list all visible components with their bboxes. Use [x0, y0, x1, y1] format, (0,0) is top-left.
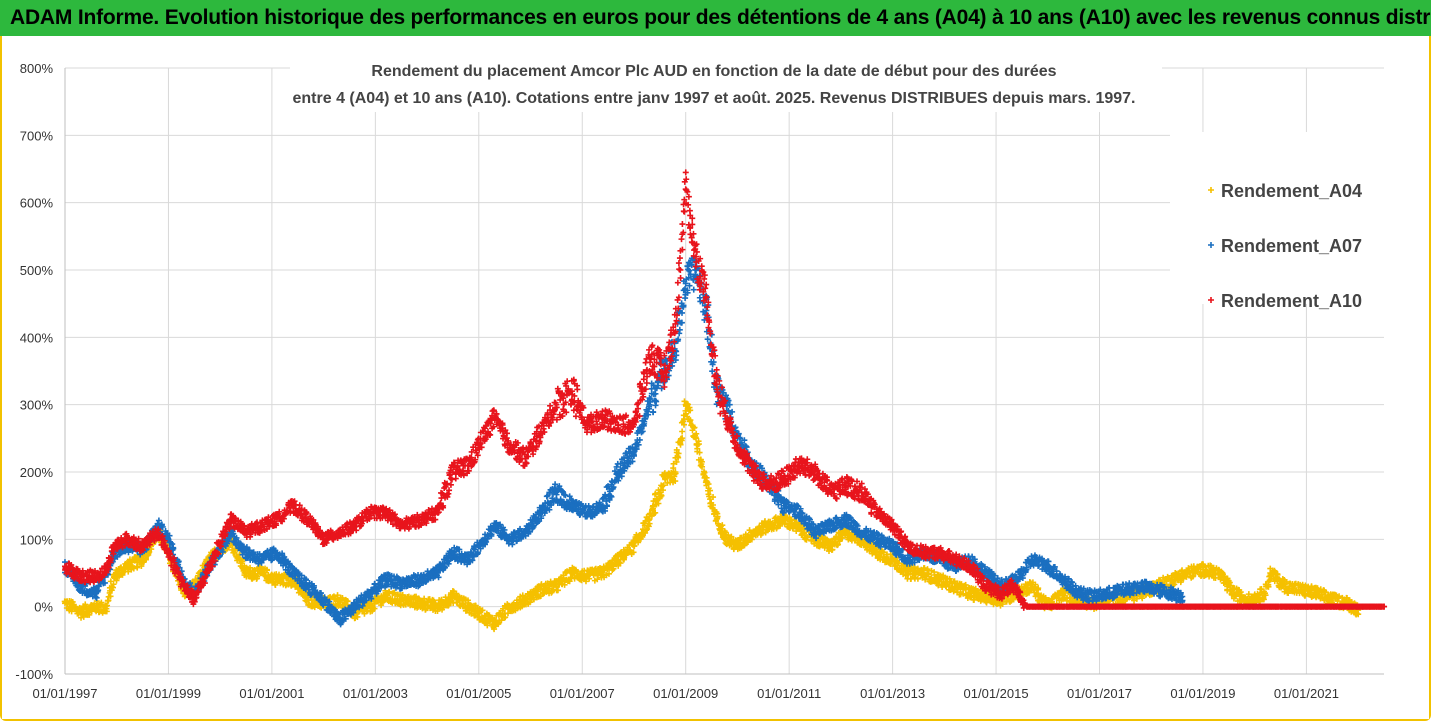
- y-tick-label: 600%: [20, 196, 54, 211]
- data-point: [430, 597, 437, 604]
- data-point: [98, 599, 105, 606]
- x-tick-label: 01/01/2019: [1170, 686, 1235, 701]
- x-tick-label: 01/01/1997: [32, 686, 97, 701]
- x-tick-label: 01/01/1999: [136, 686, 201, 701]
- chart-title-line-2: entre 4 (A04) et 10 ans (A10). Cotations…: [293, 90, 1136, 107]
- x-tick-label: 01/01/2021: [1274, 686, 1339, 701]
- y-tick-label: 300%: [20, 398, 54, 413]
- data-point: [110, 581, 117, 588]
- data-point: [251, 566, 258, 573]
- data-point: [142, 555, 149, 562]
- data-point: [82, 601, 89, 608]
- x-tick-label: 01/01/2001: [239, 686, 304, 701]
- x-tick-label: 01/01/2005: [446, 686, 511, 701]
- points-layer: [61, 169, 1388, 633]
- y-tick-label: 700%: [20, 128, 54, 143]
- x-tick-label: 01/01/2015: [964, 686, 1029, 701]
- x-tick-label: 01/01/2013: [860, 686, 925, 701]
- data-point: [130, 565, 137, 572]
- data-point: [272, 581, 279, 588]
- y-tick-label: 0%: [34, 600, 53, 615]
- data-point: [361, 610, 368, 617]
- y-tick-label: 500%: [20, 263, 54, 278]
- y-tick-label: 400%: [20, 330, 54, 345]
- data-point: [391, 589, 398, 596]
- x-tick-label: 01/01/2011: [757, 686, 821, 701]
- x-tick-label: 01/01/2003: [343, 686, 408, 701]
- x-tick-label: 01/01/2009: [653, 686, 718, 701]
- series-Rendement_A04: [61, 398, 1362, 633]
- data-point: [253, 575, 260, 582]
- axis-layer: -100% 0% 100% 200% 300% 400% 500% 600% 700% 800% 0…: [15, 61, 1384, 701]
- chart-title-line-1: Rendement du placement Amcor Plc AUD en …: [371, 63, 1056, 80]
- data-point: [86, 611, 93, 618]
- y-tick-label: -100%: [15, 667, 53, 682]
- data-point: [239, 556, 246, 563]
- data-point: [107, 593, 114, 600]
- x-tick-label: 01/01/2007: [550, 686, 615, 701]
- y-tick-label: 100%: [20, 532, 54, 547]
- data-point: [263, 567, 270, 574]
- x-tick-label: 01/01/2017: [1067, 686, 1132, 701]
- banner-title: ADAM Informe. Evolution historique des p…: [0, 0, 1431, 36]
- y-tick-label: 200%: [20, 465, 54, 480]
- chart-frame: -100% 0% 100% 200% 300% 400% 500% 600% 700% 800% 0…: [0, 36, 1431, 721]
- data-point: [247, 564, 254, 571]
- y-tick-label: 800%: [20, 61, 54, 76]
- chart-svg: -100% 0% 100% 200% 300% 400% 500% 600% 700% 800% 0…: [2, 36, 1429, 719]
